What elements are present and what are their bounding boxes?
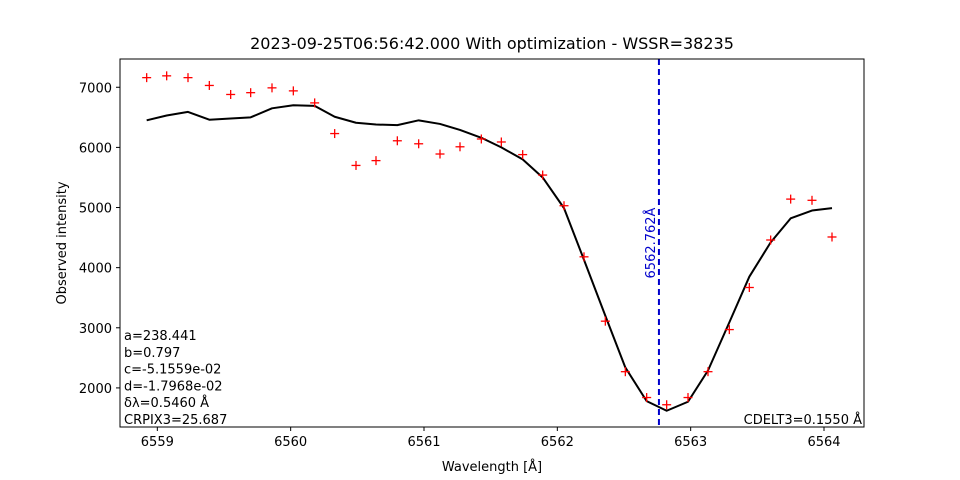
y-tick-label: 6000 <box>79 141 112 156</box>
observed-point <box>267 83 277 93</box>
observed-point <box>455 142 465 152</box>
observed-point <box>744 282 754 292</box>
observed-point <box>579 252 589 262</box>
observed-point <box>351 160 361 170</box>
observed-point <box>246 88 256 98</box>
observed-point <box>142 73 152 83</box>
observed-point <box>435 149 445 159</box>
observed-point <box>162 71 172 81</box>
cdelt3-annotation: CDELT3=0.1550 Å <box>744 412 862 428</box>
observed-point <box>559 201 569 211</box>
observed-point <box>766 235 776 245</box>
x-tick-label: 6561 <box>407 435 440 450</box>
observed-point <box>642 393 652 403</box>
observed-points-series <box>142 71 837 410</box>
y-tick-label: 2000 <box>79 382 112 397</box>
plot-border <box>119 58 865 428</box>
observed-point <box>807 195 817 205</box>
fit-parameter-line: a=238.441 <box>124 329 197 344</box>
observed-point <box>518 150 528 160</box>
observed-point <box>620 367 630 377</box>
observed-point <box>310 98 320 108</box>
observed-point <box>703 367 713 377</box>
observed-point <box>183 73 193 83</box>
fit-parameter-line: δλ=0.5460 Å <box>124 395 209 411</box>
observed-point <box>204 80 214 90</box>
plot-area: 6562.762Å <box>119 58 865 428</box>
plot-frame <box>120 59 864 427</box>
observed-point <box>226 89 236 99</box>
observed-point <box>496 137 506 147</box>
observed-point <box>414 139 424 149</box>
chart-title: 2023-09-25T06:56:42.000 With optimizatio… <box>250 34 734 53</box>
observed-point <box>724 325 734 335</box>
observed-point <box>786 194 796 204</box>
observed-point <box>330 129 340 139</box>
fit-line <box>146 104 833 412</box>
x-tick-label: 6562 <box>541 435 574 450</box>
y-tick-label: 7000 <box>79 81 112 96</box>
x-tick-label: 6559 <box>141 435 174 450</box>
center-wavelength-marker: 6562.762Å <box>643 59 660 427</box>
fit-parameters: a=238.441 b=0.797 c=-5.1559e-02d=-1.7968e-… <box>124 329 227 428</box>
observed-point <box>538 170 548 180</box>
x-tick-label: 6563 <box>674 435 707 450</box>
observed-point <box>662 400 672 410</box>
fit-parameter-line: c=-5.1559e-02 <box>124 363 221 378</box>
y-axis: 2000 3000 4000 5000 6000 7000 <box>79 81 120 397</box>
center-wavelength-label: 6562.762Å <box>643 207 659 278</box>
x-axis: 6559 6560 6561 6562 6563 6564 <box>141 427 841 450</box>
fit-line-series <box>146 104 833 412</box>
observed-point <box>392 136 402 146</box>
observed-point <box>600 316 610 326</box>
observed-point <box>288 86 298 96</box>
y-tick-label: 3000 <box>79 322 112 337</box>
observed-point <box>683 393 693 403</box>
observed-point <box>476 134 486 144</box>
y-tick-label: 5000 <box>79 202 112 217</box>
y-axis-label: Observed intensity <box>55 181 70 304</box>
observed-point <box>371 156 381 166</box>
x-tick-label: 6560 <box>274 435 307 450</box>
y-tick-label: 4000 <box>79 262 112 277</box>
fit-parameter-line: CRPIX3=25.687 <box>124 413 227 428</box>
fit-parameter-line: b=0.797 <box>124 346 180 361</box>
fit-parameter-line: d=-1.7968e-02 <box>124 379 223 394</box>
x-tick-label: 6564 <box>807 435 840 450</box>
x-axis-label: Wavelength [Å] <box>442 459 542 475</box>
observed-point <box>827 232 837 242</box>
